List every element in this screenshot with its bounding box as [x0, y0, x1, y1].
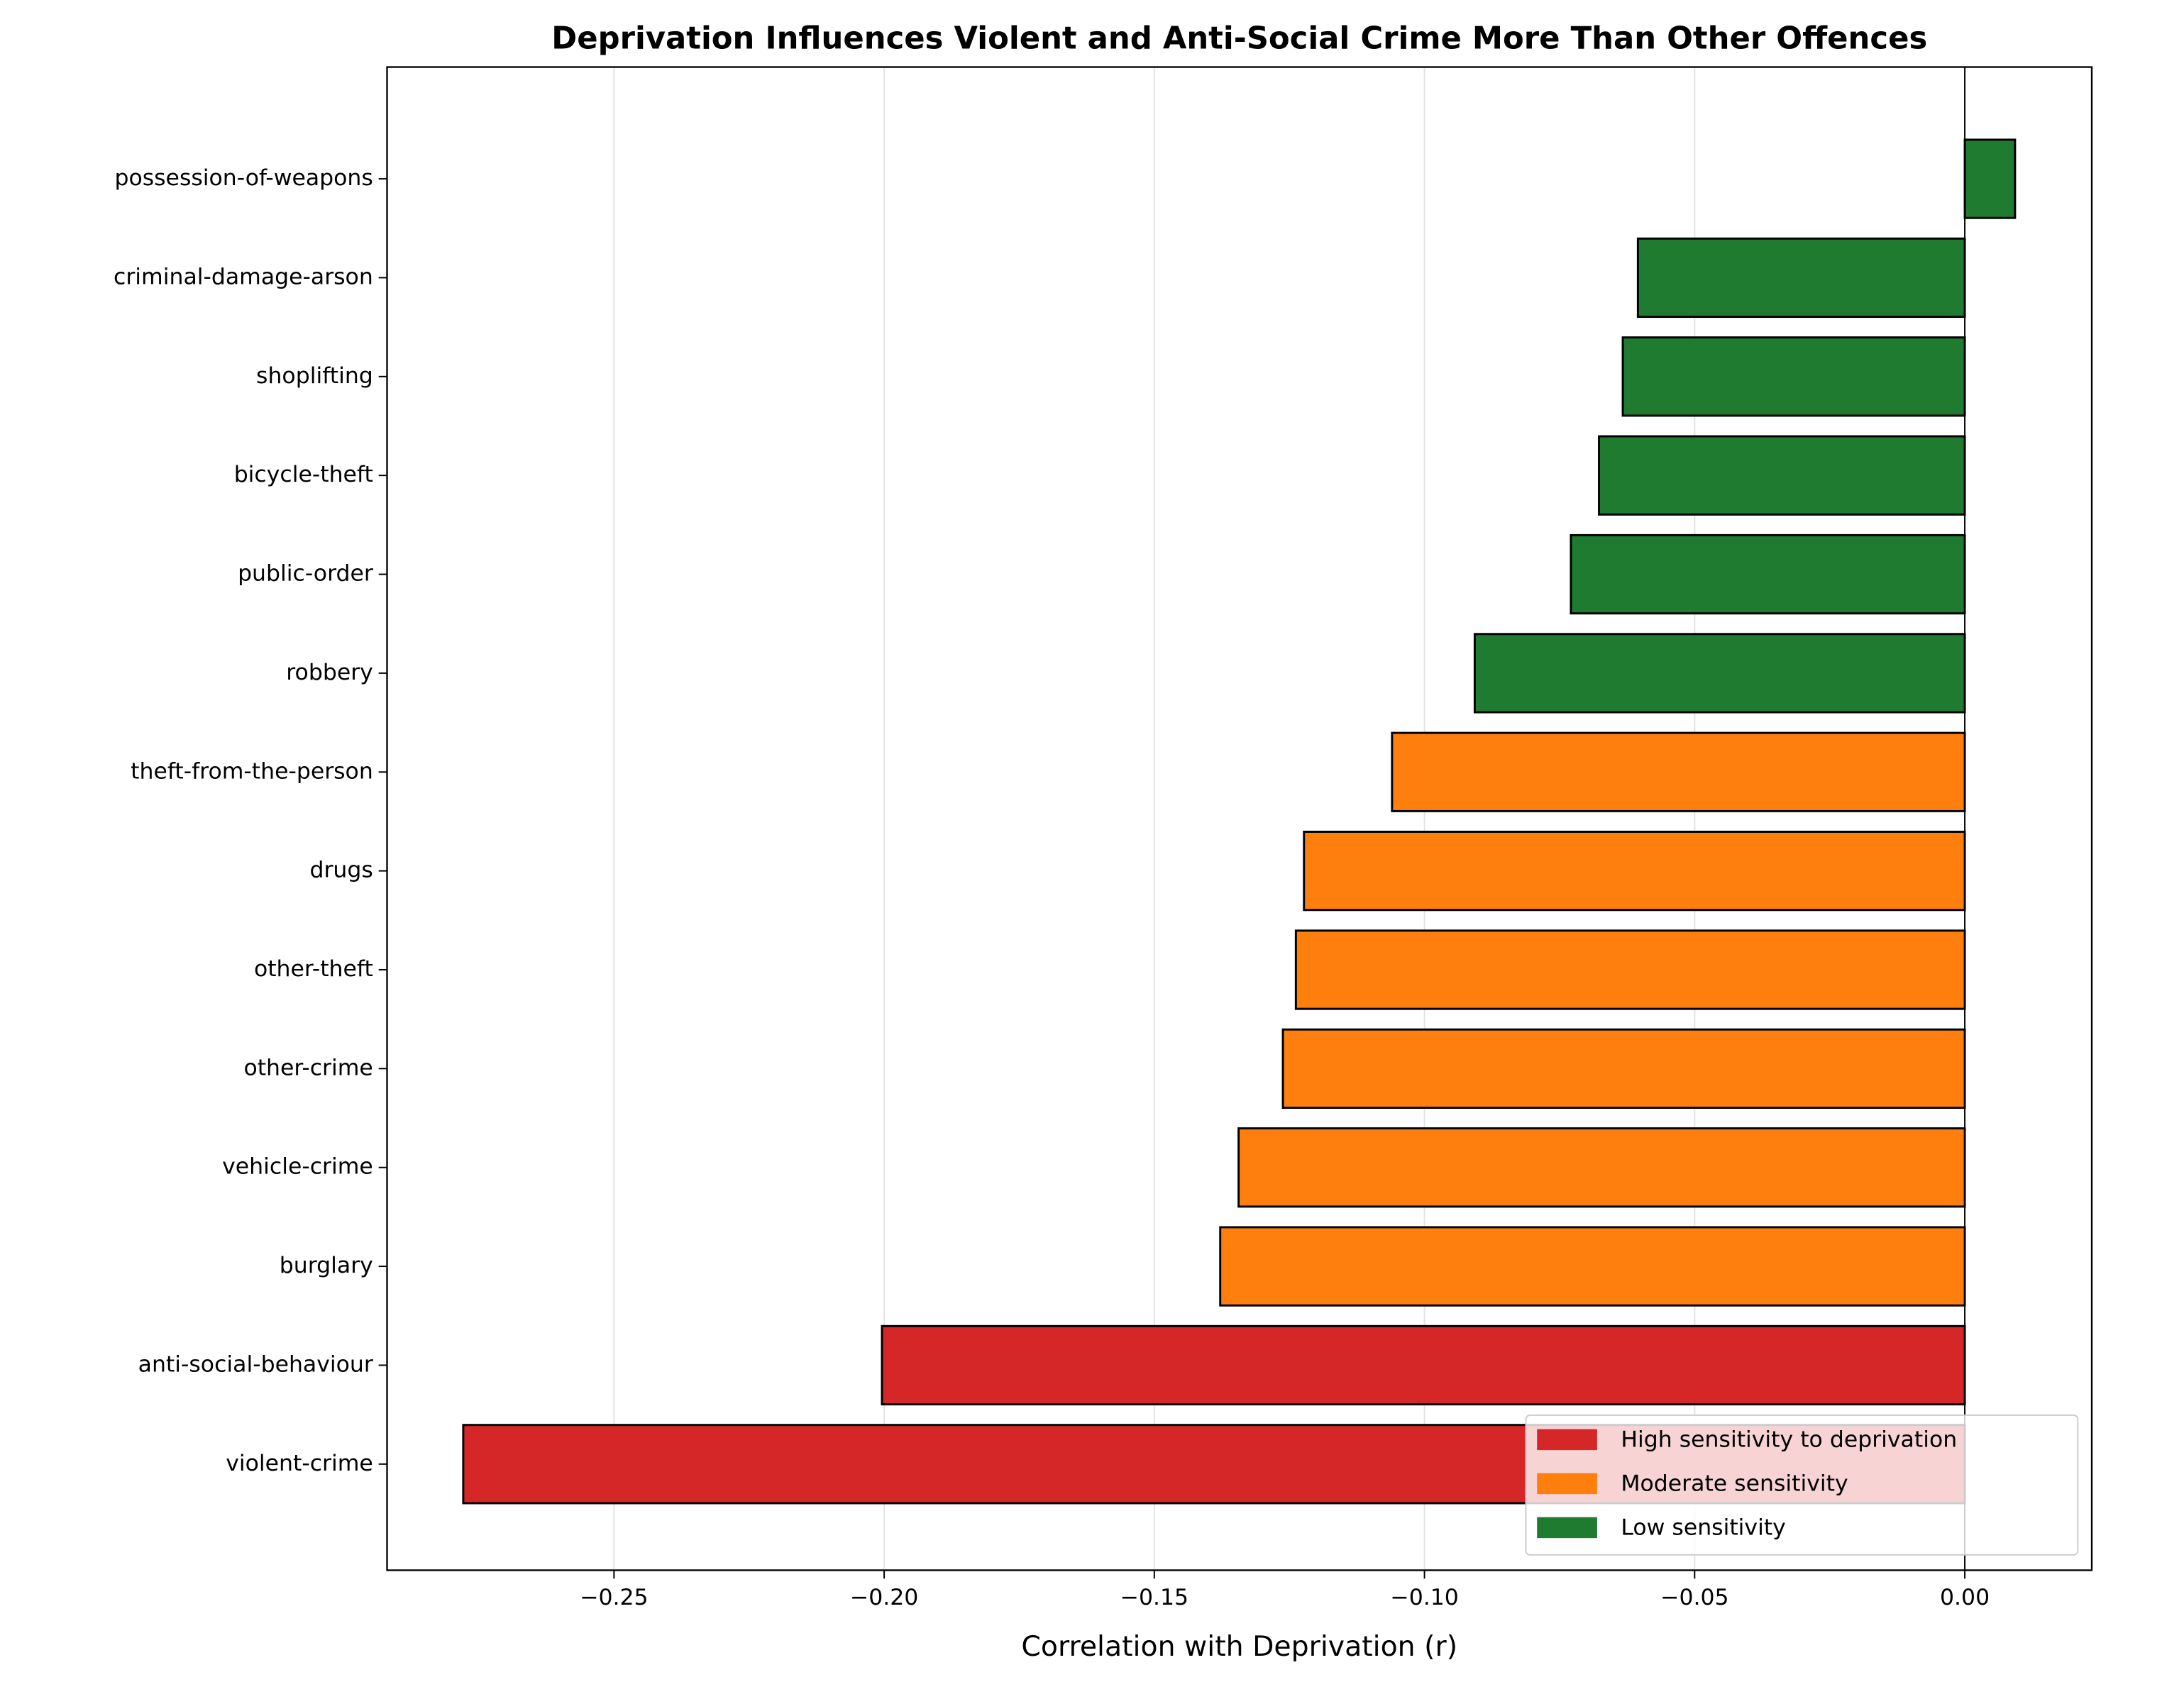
legend-swatch	[1537, 1517, 1597, 1539]
x-tick-label: −0.10	[1390, 1585, 1459, 1610]
bar	[1391, 731, 1966, 812]
plot-frame	[386, 66, 2093, 1571]
legend-label: Low sensitivity	[1621, 1515, 1785, 1540]
y-tick-label: drugs	[309, 858, 373, 883]
bar	[1303, 831, 1966, 912]
x-axis-label: Correlation with Deprivation (r)	[1021, 1630, 1457, 1663]
x-tick-label: −0.25	[580, 1585, 649, 1610]
y-tick-label: public-order	[238, 561, 373, 587]
bar	[1598, 435, 1966, 516]
y-tick-label: bicycle-theft	[234, 462, 373, 487]
bar	[1294, 929, 1966, 1010]
chart-title: Deprivation Influences Violent and Anti-…	[551, 21, 1927, 57]
y-tick-label: anti-social-behaviour	[138, 1351, 373, 1377]
x-tick-label: −0.20	[850, 1585, 919, 1610]
y-tick-label: vehicle-crime	[222, 1154, 373, 1180]
bar	[1570, 533, 1966, 615]
legend-swatch	[1537, 1473, 1597, 1495]
legend-label: High sensitivity to deprivation	[1621, 1427, 1957, 1452]
bar	[1963, 138, 2017, 219]
y-tick-label: criminal-damage-arson	[114, 264, 373, 289]
bar	[1237, 1127, 1966, 1208]
bar	[1281, 1028, 1966, 1109]
legend-label: Moderate sensitivity	[1621, 1471, 1848, 1496]
legend-box	[1525, 1414, 2079, 1556]
bar	[1636, 237, 1966, 319]
y-tick-label: shoplifting	[256, 363, 373, 389]
y-tick-label: burglary	[280, 1253, 373, 1278]
bar	[1219, 1226, 1966, 1307]
x-tick-label: −0.05	[1660, 1585, 1729, 1610]
y-tick-label: possession-of-weapons	[114, 165, 373, 191]
x-tick-label: 0.00	[1940, 1585, 1990, 1610]
bar	[1473, 633, 1966, 714]
y-tick-label: violent-crime	[226, 1451, 373, 1476]
bar	[1621, 336, 1966, 417]
y-tick-label: robbery	[286, 660, 373, 685]
y-tick-label: other-crime	[243, 1055, 373, 1080]
x-tick-label: −0.15	[1120, 1585, 1189, 1610]
bar	[881, 1324, 1966, 1406]
y-tick-label: other-theft	[254, 956, 373, 982]
y-tick-label: theft-from-the-person	[131, 758, 373, 784]
legend-swatch	[1537, 1429, 1597, 1451]
